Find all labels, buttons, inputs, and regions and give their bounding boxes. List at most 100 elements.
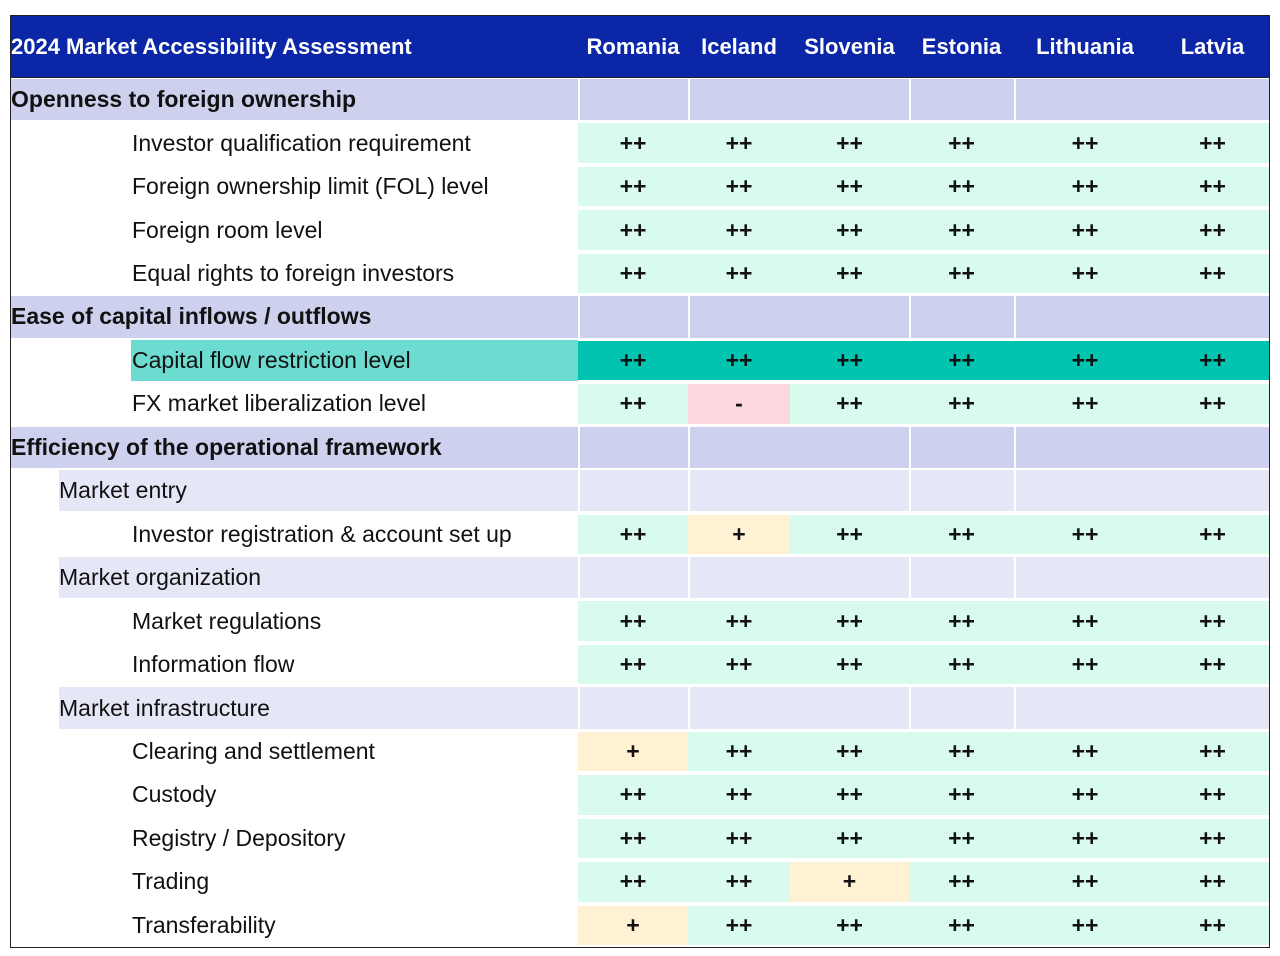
rating-cell: ++ bbox=[790, 601, 909, 641]
rating-cell: ++ bbox=[1156, 514, 1269, 554]
rating-cell: ++ bbox=[790, 514, 909, 554]
rating-cell: ++ bbox=[1014, 166, 1156, 207]
item-label: Transferability bbox=[132, 911, 276, 938]
rating-cell: ++ bbox=[1156, 253, 1269, 294]
rating-cell: ++ bbox=[688, 340, 790, 381]
column-separator bbox=[688, 556, 690, 599]
column-separator bbox=[909, 296, 911, 338]
rating-cell: ++ bbox=[1156, 601, 1269, 641]
rating-cell: + bbox=[790, 862, 909, 902]
rating-cell: ++ bbox=[909, 905, 1014, 945]
group-row-bg bbox=[59, 470, 1269, 512]
column-separator bbox=[578, 556, 580, 599]
rating-cell: ++ bbox=[790, 905, 909, 945]
rating-cell: ++ bbox=[1156, 775, 1269, 815]
rating-cell: ++ bbox=[1014, 601, 1156, 641]
rating-cell: ++ bbox=[1014, 384, 1156, 424]
column-separator bbox=[578, 296, 580, 338]
column-header: Lithuania bbox=[1036, 33, 1134, 59]
item-label: Investor registration & account set up bbox=[132, 520, 512, 547]
column-separator bbox=[909, 79, 911, 121]
rating-cell: ++ bbox=[1156, 818, 1269, 859]
rating-cell: ++ bbox=[909, 123, 1014, 163]
rating-cell: ++ bbox=[578, 210, 688, 250]
rating-cell: ++ bbox=[790, 384, 909, 424]
column-separator bbox=[688, 470, 690, 512]
item-label: Capital flow restriction level bbox=[132, 346, 411, 373]
rating-cell: ++ bbox=[688, 775, 790, 815]
rating-cell: ++ bbox=[909, 775, 1014, 815]
column-separator bbox=[578, 470, 580, 512]
rating-cell: ++ bbox=[1014, 775, 1156, 815]
item-label: Clearing and settlement bbox=[132, 737, 375, 764]
item-label: Information flow bbox=[132, 651, 295, 678]
rating-cell: ++ bbox=[688, 731, 790, 772]
rating-cell: ++ bbox=[909, 166, 1014, 207]
rating-cell: ++ bbox=[578, 862, 688, 902]
rating-cell: ++ bbox=[578, 601, 688, 641]
rating-cell: ++ bbox=[790, 340, 909, 381]
column-header: Estonia bbox=[921, 33, 1002, 59]
rating-cell: ++ bbox=[578, 818, 688, 859]
rating-cell: ++ bbox=[578, 123, 688, 163]
group-row-bg bbox=[11, 426, 1269, 469]
item-label: Equal rights to foreign investors bbox=[132, 260, 455, 287]
rating-cell: ++ bbox=[1014, 253, 1156, 294]
rating-cell: ++ bbox=[909, 514, 1014, 554]
rating-cell: ++ bbox=[790, 210, 909, 250]
rating-cell: ++ bbox=[578, 384, 688, 424]
rating-cell: ++ bbox=[688, 905, 790, 945]
rating-cell: ++ bbox=[909, 731, 1014, 772]
group-row-bg bbox=[59, 687, 1269, 729]
section-label: Ease of capital inflows / outflows bbox=[11, 303, 372, 330]
rating-cell: ++ bbox=[790, 818, 909, 859]
rating-cell: ++ bbox=[909, 384, 1014, 424]
column-separator bbox=[909, 426, 911, 469]
rating-cell: ++ bbox=[1014, 123, 1156, 163]
group-row-bg bbox=[11, 79, 1269, 121]
rating-cell: ++ bbox=[909, 644, 1014, 685]
rating-cell: ++ bbox=[1156, 340, 1269, 381]
rating-cell: ++ bbox=[909, 601, 1014, 641]
rating-cell: ++ bbox=[578, 166, 688, 207]
rating-cell: ++ bbox=[1014, 644, 1156, 685]
section-label: Openness to foreign ownership bbox=[11, 86, 357, 113]
column-separator bbox=[688, 426, 690, 469]
column-separator bbox=[1014, 296, 1016, 338]
column-header: Slovenia bbox=[804, 33, 895, 59]
rating-cell: ++ bbox=[909, 818, 1014, 859]
column-header: Iceland bbox=[701, 33, 777, 59]
rating-cell: ++ bbox=[790, 775, 909, 815]
rating-cell: ++ bbox=[688, 253, 790, 294]
rating-cell: ++ bbox=[1014, 862, 1156, 902]
rating-cell: - bbox=[688, 384, 790, 424]
item-label: Investor qualification requirement bbox=[132, 129, 471, 156]
subsection-label: Market entry bbox=[59, 477, 187, 504]
rating-cell: ++ bbox=[1156, 384, 1269, 424]
rating-cell: + bbox=[578, 905, 688, 945]
rating-cell: ++ bbox=[688, 123, 790, 163]
item-label: Registry / Depository bbox=[132, 824, 346, 851]
column-separator bbox=[688, 79, 690, 121]
column-separator bbox=[578, 426, 580, 469]
rating-cell: + bbox=[688, 514, 790, 554]
item-label: Trading bbox=[132, 868, 210, 895]
column-separator bbox=[688, 296, 690, 338]
rating-cell: ++ bbox=[688, 644, 790, 685]
column-separator bbox=[1014, 79, 1016, 121]
subsection-label: Market infrastructure bbox=[59, 694, 270, 721]
rating-cell: ++ bbox=[1156, 862, 1269, 902]
section-label: Efficiency of the operational framework bbox=[11, 433, 442, 460]
rating-cell: ++ bbox=[688, 601, 790, 641]
column-separator bbox=[909, 470, 911, 512]
rating-cell: ++ bbox=[1156, 166, 1269, 207]
column-separator bbox=[909, 687, 911, 729]
rating-cell: ++ bbox=[578, 253, 688, 294]
rating-cell: ++ bbox=[1156, 905, 1269, 945]
column-separator bbox=[1014, 426, 1016, 469]
rating-cell: ++ bbox=[688, 166, 790, 207]
rating-cell: ++ bbox=[1014, 905, 1156, 945]
rating-cell: ++ bbox=[688, 862, 790, 902]
item-label: Custody bbox=[132, 781, 217, 808]
